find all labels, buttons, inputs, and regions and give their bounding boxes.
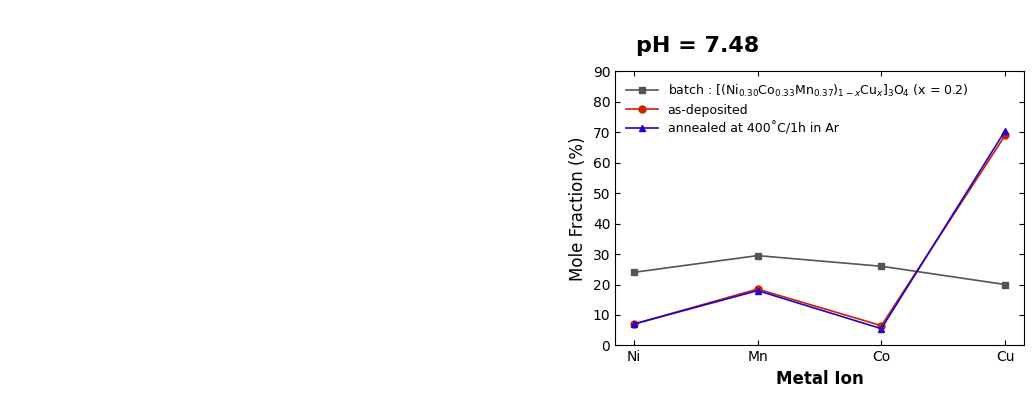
- Text: pH = 7.48: pH = 7.48: [636, 36, 759, 56]
- Legend: batch : [(Ni$_{0.30}$Co$_{0.33}$Mn$_{0.37}$)$_{1-x}$Cu$_x$]$_3$O$_4$ (x = 0.2), : batch : [(Ni$_{0.30}$Co$_{0.33}$Mn$_{0.3…: [621, 78, 973, 140]
- X-axis label: Metal Ion: Metal Ion: [776, 370, 863, 388]
- Y-axis label: Mole Fraction (%): Mole Fraction (%): [569, 136, 587, 281]
